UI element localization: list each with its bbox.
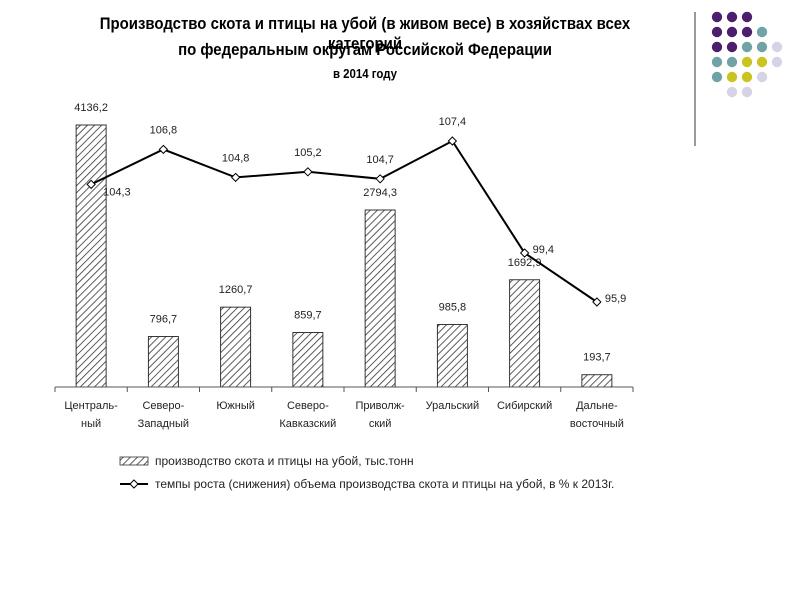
decor-dot (741, 71, 753, 83)
decorative-dot-grid (711, 11, 783, 98)
line-point-4 (375, 174, 385, 184)
decor-dot (756, 26, 768, 38)
bar-6 (509, 279, 541, 388)
line-point-7 (592, 297, 602, 307)
legend-line-marker (129, 479, 139, 489)
decor-dot (741, 41, 753, 53)
bar-series: 4136,2 796,7 1260,7 859,7 2794,3 985,8 1692,9 1… (74, 102, 613, 388)
decor-dot (711, 11, 723, 23)
chart-subtitle: в 2014 году (332, 66, 398, 81)
line-label-4: 104,7 (366, 154, 394, 166)
x-tick-label-0: Централь-ный (64, 400, 118, 430)
decor-dot (741, 11, 753, 23)
x-tick-label-2: Южный (216, 400, 255, 412)
bar-label-3: 859,7 (294, 310, 322, 322)
decor-dot (711, 56, 723, 68)
decor-dot (711, 26, 723, 38)
line-label-6: 99,4 (533, 244, 554, 256)
x-tick-label-4: Приволж-ский (356, 400, 406, 430)
x-tick-label-7: Дальне-восточный (570, 400, 624, 430)
bar-label-6: 1692,9 (508, 257, 542, 269)
x-axis: Централь-ный Северо-Западный Южный Северо-К… (54, 386, 634, 430)
line-label-1: 106,8 (150, 124, 178, 136)
bar-7 (581, 374, 613, 388)
line-point-6 (519, 248, 530, 258)
line-label-0: 104,3 (103, 186, 131, 198)
bar-1 (147, 336, 179, 388)
decor-dot (726, 11, 738, 23)
line-point-5 (447, 136, 458, 146)
line-series: 104,3 106,8 104,8 105,2 104,7 107,4 99,4 95,9 (86, 116, 626, 307)
x-tick-label-1: Северо-Западный (138, 400, 189, 430)
decor-dot (726, 71, 738, 83)
decor-dot (771, 56, 783, 68)
x-tick-label-3: Северо-Кавказский (279, 400, 336, 430)
decor-dot (726, 41, 738, 53)
bar-3 (292, 332, 324, 388)
legend: производство скота и птицы на убой, тыс.… (119, 454, 614, 491)
line-point-1 (158, 144, 169, 155)
bar-0 (75, 124, 107, 388)
bar-5 (436, 324, 468, 388)
line-point-2 (230, 172, 241, 183)
bar-4 (364, 209, 396, 388)
line-point-0 (86, 179, 96, 190)
decor-dot (741, 26, 753, 38)
decor-dot (726, 86, 738, 98)
x-tick-label-6: Сибирский (497, 400, 552, 412)
decor-dot (711, 71, 723, 83)
decor-dot (741, 56, 753, 68)
decor-dot (756, 71, 768, 83)
line-label-2: 104,8 (222, 152, 250, 164)
legend-bar-label: производство скота и птицы на убой, тыс.… (155, 454, 414, 468)
line-label-7: 95,9 (605, 293, 626, 305)
bar-2 (220, 306, 252, 388)
chart-title-line-1: Производство скота и птицы на убой (в жи… (99, 14, 631, 53)
bar-label-2: 1260,7 (219, 284, 253, 296)
line-label-3: 105,2 (294, 147, 322, 159)
decor-dot (756, 56, 768, 68)
bar-label-5: 985,8 (439, 302, 467, 314)
decor-dot (726, 56, 738, 68)
bar-label-7: 193,7 (583, 352, 611, 364)
decor-dot (741, 86, 753, 98)
legend-line-label: темпы роста (снижения) объема производст… (155, 477, 614, 491)
decor-dot (726, 26, 738, 38)
decor-dot (771, 41, 783, 53)
bar-label-4: 2794,3 (363, 187, 397, 199)
line-point-3 (303, 167, 313, 177)
bar-label-1: 796,7 (150, 314, 178, 326)
legend-bar-swatch (119, 456, 149, 466)
line-label-5: 107,4 (439, 116, 467, 128)
line-path (90, 139, 598, 303)
decor-dot (711, 41, 723, 53)
chart-title-line-2: по федеральным округам Российской Федера… (178, 40, 552, 59)
x-tick-label-5: Уральский (426, 400, 479, 412)
decor-dot (756, 41, 768, 53)
bar-label-0: 4136,2 (74, 102, 108, 114)
